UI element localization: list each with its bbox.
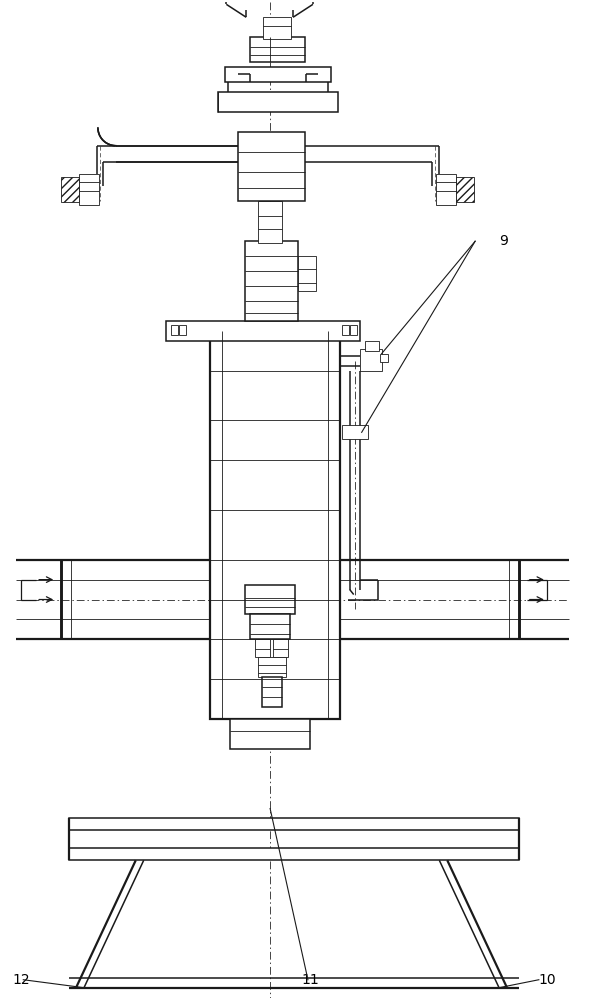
Text: 12: 12: [12, 973, 30, 987]
Bar: [69, 848, 519, 860]
Text: 9: 9: [500, 234, 509, 248]
Bar: [379, 354, 388, 362]
Bar: [230, 719, 310, 749]
Bar: [258, 201, 282, 243]
Bar: [179, 325, 185, 335]
Bar: [437, 174, 456, 205]
Bar: [225, 67, 331, 82]
Bar: [258, 657, 286, 677]
Text: 10: 10: [538, 973, 556, 987]
Text: 11: 11: [301, 973, 319, 987]
Bar: [79, 174, 99, 205]
Bar: [245, 241, 298, 321]
Bar: [342, 325, 349, 335]
Bar: [298, 256, 316, 291]
Bar: [250, 37, 305, 62]
Bar: [171, 325, 178, 335]
Bar: [360, 349, 382, 371]
Bar: [245, 585, 295, 614]
Bar: [262, 677, 282, 707]
Bar: [211, 331, 340, 719]
Bar: [263, 17, 291, 39]
Bar: [218, 92, 338, 112]
Bar: [61, 177, 79, 202]
Bar: [273, 639, 288, 657]
Bar: [250, 614, 290, 639]
Bar: [365, 341, 379, 351]
Bar: [166, 321, 360, 341]
Bar: [342, 425, 368, 439]
Bar: [255, 639, 270, 657]
Bar: [456, 177, 474, 202]
Bar: [350, 325, 357, 335]
Bar: [238, 132, 305, 201]
Bar: [69, 818, 519, 830]
